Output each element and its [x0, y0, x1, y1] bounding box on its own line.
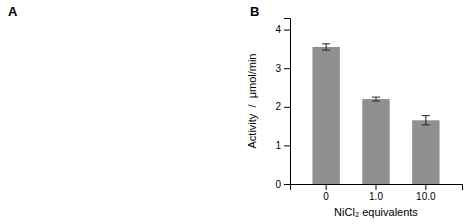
- tick: 1.0: [369, 184, 383, 202]
- tick-mark: [284, 68, 290, 69]
- tick-label: 10.0: [416, 191, 436, 202]
- plot: 0 1 2 3 4 0 1.0 10.0: [275, 19, 462, 203]
- tick: 4: [275, 24, 290, 35]
- x-axis: 0 1.0 10.0: [291, 184, 463, 202]
- tick: 0: [323, 184, 329, 202]
- error-bar-line: [376, 97, 377, 101]
- y-axis-title: Activity / μmol/min: [246, 54, 258, 149]
- tick-mark: [425, 184, 426, 190]
- x-axis-title: NiCl₂ equivalents: [334, 206, 418, 218]
- marks: [312, 44, 439, 184]
- tick: 3: [275, 63, 290, 74]
- tick-label: 3: [275, 63, 281, 74]
- tick-label: 0: [275, 179, 281, 190]
- tick-label: 1.0: [369, 191, 383, 202]
- tick-label: 2: [275, 101, 281, 112]
- error-bar-line: [326, 44, 327, 50]
- error-bar: [372, 97, 380, 101]
- error-bar-line: [425, 116, 426, 125]
- tick-label: 0: [323, 191, 329, 202]
- error-bar-line: [322, 50, 330, 51]
- axis-line: [291, 185, 463, 191]
- error-bar: [422, 116, 430, 125]
- tick: 2: [275, 101, 290, 112]
- tick: 10.0: [416, 184, 436, 202]
- axis-line: [284, 19, 291, 185]
- panel-label: B: [250, 4, 259, 19]
- bar: [312, 47, 339, 184]
- y-axis: 0 1 2 3 4: [275, 19, 290, 190]
- chart-svg: A B 0 1 2 3 4 0 1.0 10.0 NiCl₂ equivalents Activity…: [0, 0, 474, 224]
- tick-label: 1: [275, 140, 281, 151]
- tick: 0: [275, 179, 290, 190]
- tick-mark: [284, 145, 290, 146]
- error-bar-line: [372, 97, 380, 98]
- tick-mark: [284, 184, 290, 185]
- error-bar-line: [322, 43, 330, 44]
- bar: [412, 120, 439, 184]
- tick-label: 4: [275, 24, 281, 35]
- error-bar-line: [372, 101, 380, 102]
- tick: 1: [275, 140, 290, 151]
- error-bar-line: [422, 115, 430, 116]
- panel-label: A: [8, 4, 18, 19]
- error-bar: [322, 44, 330, 50]
- tick-mark: [284, 30, 290, 31]
- tick-mark: [326, 184, 327, 190]
- tick-mark: [376, 184, 377, 190]
- bar: [362, 99, 389, 184]
- tick-mark: [284, 107, 290, 108]
- error-bar-line: [422, 124, 430, 125]
